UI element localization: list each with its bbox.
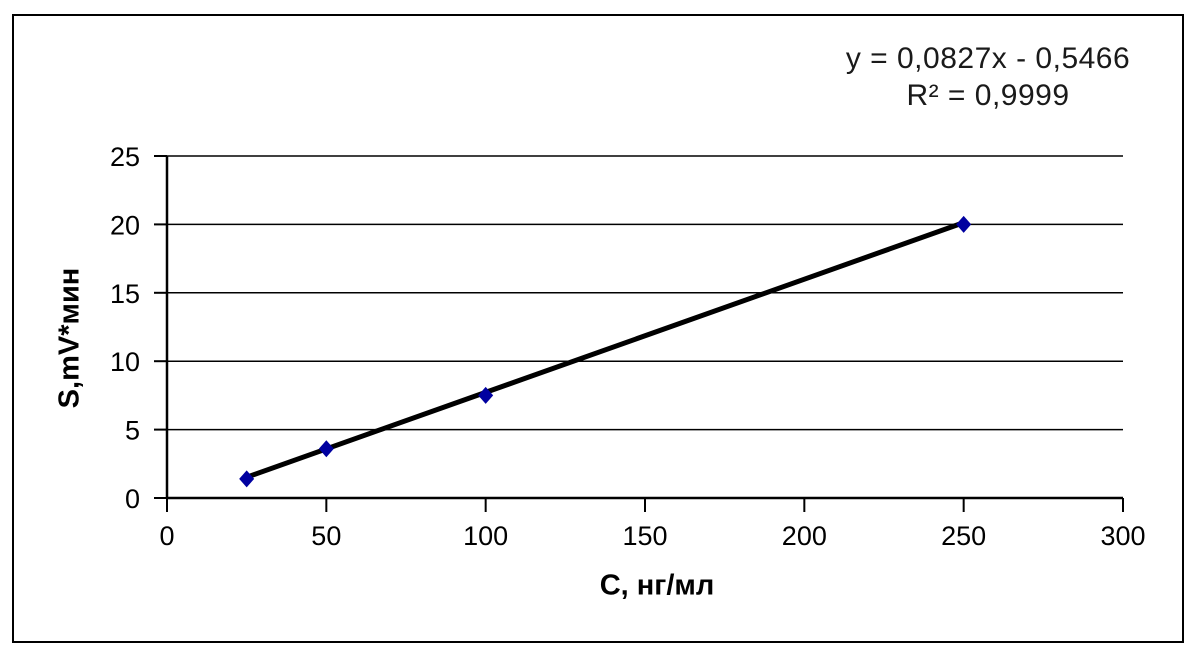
- chart-border-frame: [12, 14, 1184, 643]
- x-tick-label: 200: [782, 521, 827, 551]
- y-tick-label: 5: [125, 416, 140, 446]
- y-tick-label: 20: [110, 210, 140, 240]
- y-axis-title: S,mV*мин: [53, 267, 86, 409]
- y-tick-label: 25: [110, 142, 140, 172]
- y-tick-label: 0: [125, 484, 140, 514]
- trendline-annotation: y = 0,0827x - 0,5466 R² = 0,9999: [778, 40, 1198, 114]
- data-point-marker: [239, 470, 255, 488]
- x-tick-label: 150: [622, 521, 667, 551]
- r-squared-value: R² = 0,9999: [906, 79, 1070, 112]
- x-tick-label: 250: [941, 521, 986, 551]
- y-tick-label: 15: [110, 279, 140, 309]
- data-point-marker: [956, 215, 972, 233]
- x-tick-label: 300: [1100, 521, 1145, 551]
- x-tick-label: 50: [311, 521, 341, 551]
- x-tick-label: 100: [463, 521, 508, 551]
- x-axis-title: C, нг/мл: [599, 569, 715, 602]
- data-point-marker: [318, 440, 334, 458]
- y-tick-label: 10: [110, 347, 140, 377]
- data-point-marker: [478, 386, 494, 404]
- x-tick-label: 0: [159, 521, 174, 551]
- trendline: [244, 220, 967, 480]
- trendline-equation: y = 0,0827x - 0,5466: [845, 42, 1131, 75]
